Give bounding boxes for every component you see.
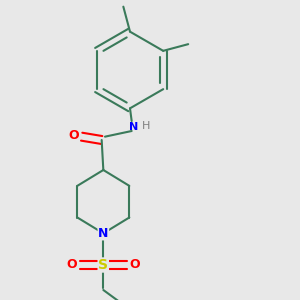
Text: S: S — [98, 258, 108, 272]
Text: O: O — [66, 259, 77, 272]
Text: O: O — [69, 130, 79, 142]
Text: N: N — [129, 122, 138, 132]
Text: H: H — [142, 121, 150, 131]
Text: O: O — [130, 259, 140, 272]
Text: N: N — [98, 227, 109, 240]
